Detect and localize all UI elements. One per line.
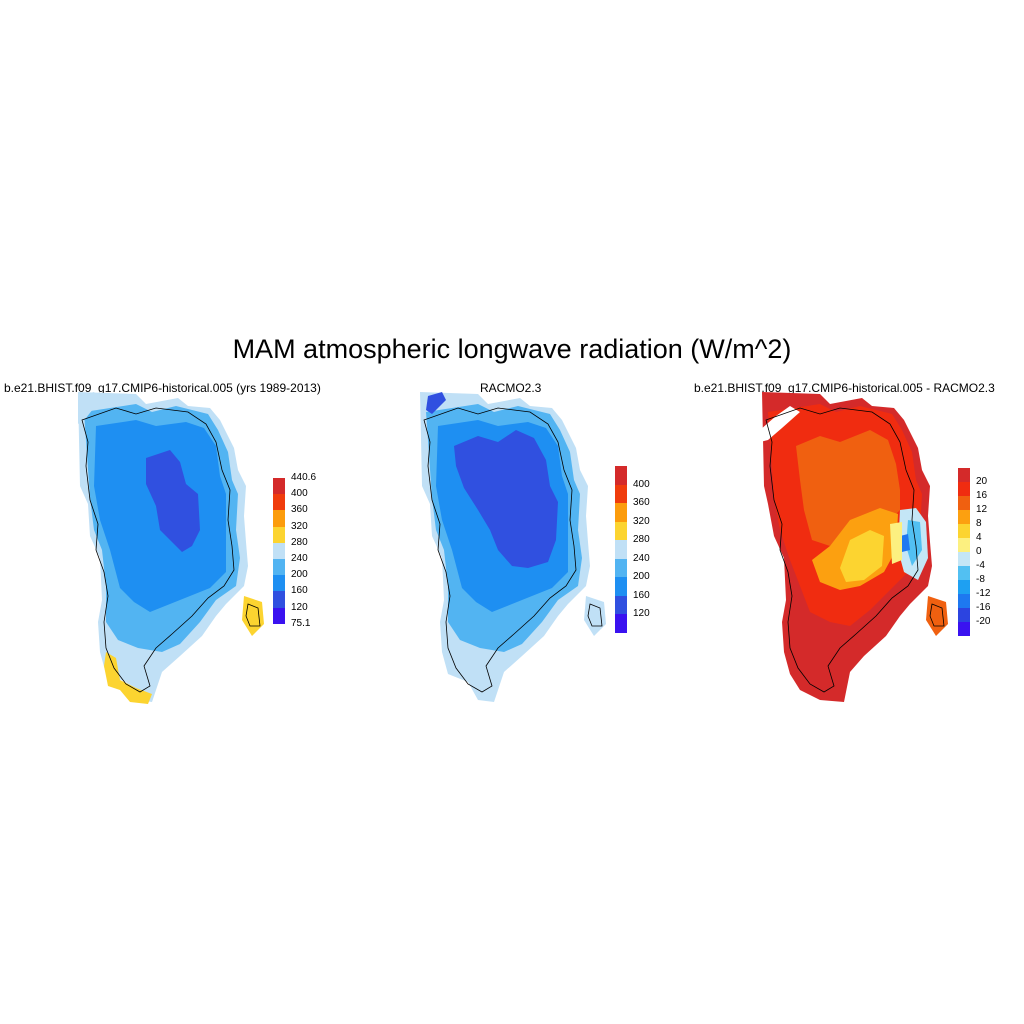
colorbar-tick-label: 0	[976, 546, 982, 557]
island-outline	[929, 603, 945, 627]
colorbar-box	[958, 608, 970, 622]
island-outline	[587, 603, 603, 627]
colorbar-box	[273, 559, 285, 576]
colorbar-tick-label: 440.6	[291, 472, 317, 483]
colorbar-tick-label: -16	[976, 602, 991, 613]
colorbar-tick-label: 320	[291, 520, 308, 532]
colorbar-tick-label: 160	[291, 585, 308, 597]
colorbar-box	[958, 468, 970, 482]
colorbar-box	[615, 503, 627, 522]
colorbar-tick-label: 240	[291, 553, 308, 564]
coastline-outline	[81, 407, 235, 693]
colorbar-tick-label: 200	[633, 571, 650, 582]
observation-field	[420, 392, 606, 702]
colorbar-tick-label: 16	[976, 490, 988, 501]
colorbar-box	[615, 484, 627, 503]
panel-3-colorbar: -20 -16 -12 -8 -4 0 4 8 12 16 20	[958, 468, 1018, 636]
colorbar-tick-label: 12	[976, 504, 988, 515]
colorbar-box	[615, 466, 627, 485]
panel-2-colorbar: 120 160 200 240 280 320 360 400	[615, 466, 675, 633]
colorbar-box	[958, 524, 970, 538]
panel-1-colorbar: 75.1 120 160 200 240 280 320 360 400 440.6	[273, 473, 333, 628]
colorbar-box	[958, 496, 970, 510]
colorbar-tick-label: 120	[291, 601, 308, 613]
colorbar-tick-label: 200	[291, 569, 308, 581]
colorbar-tick-label: 75.1	[291, 617, 311, 629]
coastline-outline	[423, 407, 577, 693]
colorbar-box	[273, 526, 285, 543]
colorbar-tick-label: -20	[976, 616, 991, 627]
panel-2-map	[420, 392, 606, 702]
colorbar-box	[273, 607, 285, 624]
colorbar-tick-label: 120	[633, 608, 650, 619]
colorbar-box	[615, 558, 627, 577]
colorbar-box	[615, 521, 627, 540]
island-outline	[245, 603, 261, 627]
colorbar-box	[615, 614, 627, 633]
colorbar-tick-label: 8	[976, 518, 982, 529]
colorbar-tick-label: -12	[976, 588, 991, 599]
colorbar-tick-label: -8	[976, 574, 985, 585]
colorbar-box	[958, 622, 970, 636]
colorbar-box	[958, 566, 970, 580]
colorbar-box	[615, 577, 627, 596]
model-field	[78, 392, 264, 704]
panel-1-title: b.e21.BHIST.f09_g17.CMIP6-historical.005…	[4, 381, 321, 395]
colorbar-box	[615, 540, 627, 559]
colorbar-tick-label: 400	[633, 478, 650, 490]
colorbar-tick-label: 320	[633, 515, 650, 527]
colorbar-box	[615, 595, 627, 614]
colorbar-box	[958, 538, 970, 552]
colorbar-box	[958, 510, 970, 524]
colorbar-box	[273, 575, 285, 592]
colorbar-tick-label: 4	[976, 532, 982, 543]
colorbar-tick-label: 280	[633, 534, 650, 545]
colorbar-tick-label: -4	[976, 560, 985, 571]
panel-1-map	[78, 392, 264, 704]
panel-3-title: b.e21.BHIST.f09_g17.CMIP6-historical.005…	[694, 381, 995, 395]
colorbar-tick-label: 280	[291, 536, 308, 548]
colorbar-box	[273, 494, 285, 511]
colorbar-box	[958, 482, 970, 496]
figure-title: MAM atmospheric longwave radiation (W/m^…	[232, 334, 792, 364]
coastline-outline	[765, 407, 919, 693]
colorbar-tick-label: 360	[633, 497, 650, 508]
colorbar-box	[958, 594, 970, 608]
colorbar-box	[958, 552, 970, 566]
panel-2-title: RACMO2.3	[480, 381, 542, 395]
difference-field	[760, 392, 948, 702]
colorbar-box	[958, 580, 970, 594]
colorbar-box	[273, 478, 285, 495]
colorbar-tick-label: 360	[291, 504, 308, 516]
colorbar-tick-label: 240	[633, 552, 650, 564]
colorbar-box	[273, 510, 285, 527]
colorbar-box	[273, 542, 285, 559]
colorbar-box	[273, 591, 285, 608]
colorbar-tick-label: 160	[633, 589, 650, 601]
colorbar-tick-label: 20	[976, 476, 988, 487]
colorbar-tick-label: 400	[291, 488, 308, 500]
panel-3-map	[760, 392, 948, 702]
